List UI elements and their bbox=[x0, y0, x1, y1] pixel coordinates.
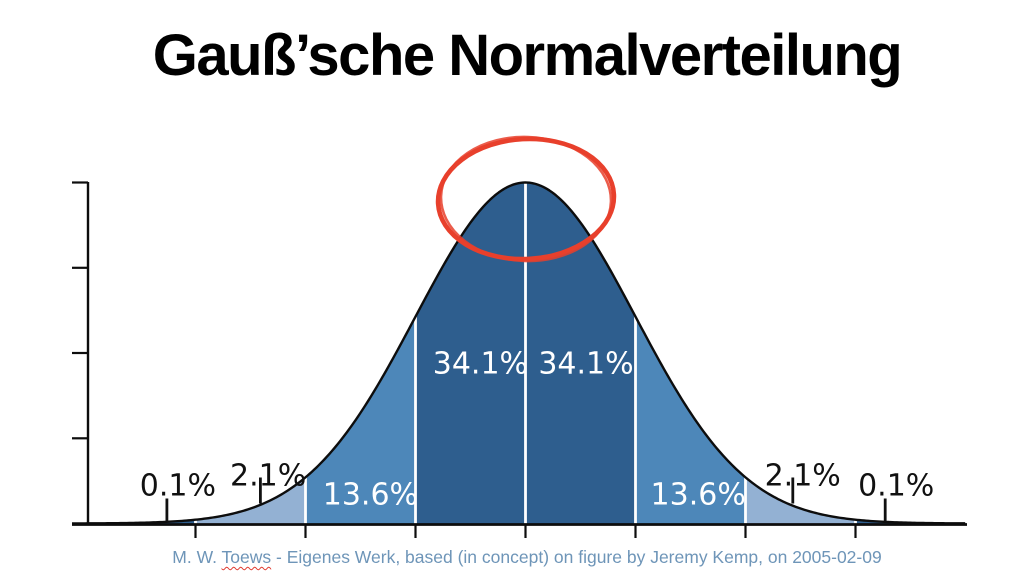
inside-label-34.1%: 34.1% bbox=[538, 347, 633, 382]
outside-label-0.1%: 0.1% bbox=[140, 469, 216, 504]
outside-label-2.1%: 2.1% bbox=[230, 459, 306, 494]
region-2.1% bbox=[195, 477, 306, 524]
attribution-prefix: M. W. bbox=[172, 547, 222, 567]
annotation-ellipse bbox=[435, 135, 617, 263]
inside-label-13.6%: 13.6% bbox=[323, 478, 418, 513]
page-title: Gauß’sche Normalverteilung bbox=[152, 23, 903, 88]
bell-curve-line bbox=[71, 181, 966, 525]
attribution-author-name: Toews bbox=[221, 547, 272, 567]
inside-label-34.1%: 34.1% bbox=[433, 347, 528, 382]
x-axis bbox=[72, 523, 967, 538]
attribution: M. W. Toews - Eigenes Werk, based (in co… bbox=[0, 546, 1024, 568]
inside-label-13.6%: 13.6% bbox=[651, 478, 746, 513]
outside-label-2.1%: 2.1% bbox=[765, 459, 841, 494]
outside-label-0.1%: 0.1% bbox=[858, 469, 934, 504]
region-labels: 0.1% 2.1% 13.6% 34.1% 34.1% 13.6% 2.1% 0.1% bbox=[140, 347, 934, 522]
y-axis bbox=[72, 181, 90, 525]
attribution-suffix: - Eigenes Werk, based (in concept) on fi… bbox=[271, 547, 882, 567]
red-circle-mark-overstroke bbox=[439, 135, 613, 263]
region-2.1% bbox=[745, 477, 856, 524]
red-circle-mark bbox=[435, 136, 617, 262]
